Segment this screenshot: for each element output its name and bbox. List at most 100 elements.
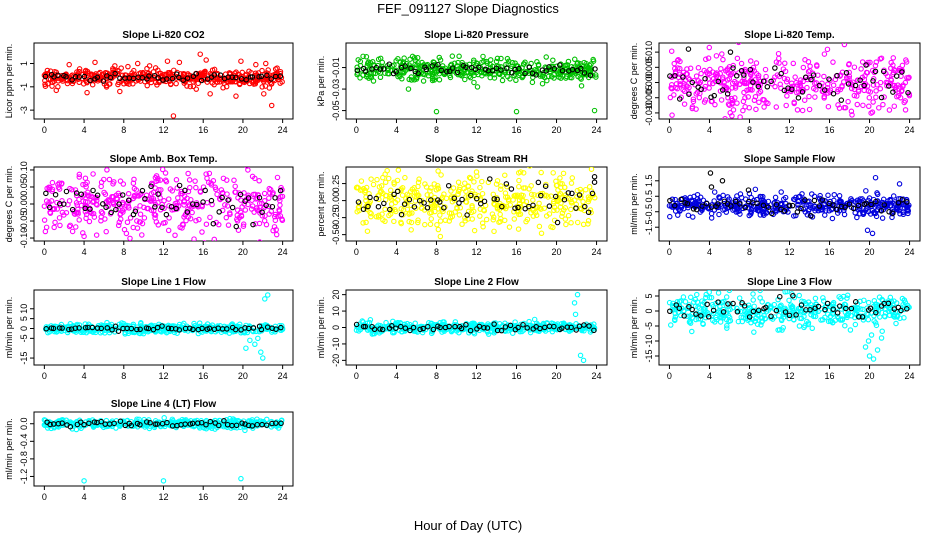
x-tick-label: 24	[905, 125, 915, 135]
data-point	[166, 215, 172, 221]
data-point	[148, 207, 155, 213]
x-tick-label: 8	[434, 371, 439, 381]
data-point	[76, 325, 82, 331]
data-point	[727, 49, 734, 55]
data-point	[509, 330, 516, 336]
data-point	[471, 227, 478, 234]
data-point	[750, 291, 756, 297]
data-point	[227, 79, 233, 85]
data-point	[417, 326, 423, 333]
data-point	[125, 197, 132, 203]
x-tick-label: 0	[354, 371, 359, 381]
data-point	[821, 73, 827, 80]
data-point	[397, 59, 404, 65]
data-point	[63, 73, 69, 80]
data-point	[261, 218, 268, 224]
data-point	[360, 206, 367, 212]
data-point	[839, 317, 846, 323]
data-point	[734, 73, 740, 79]
data-point	[481, 198, 488, 205]
data-point	[567, 196, 574, 203]
data-point	[750, 308, 757, 315]
data-points	[666, 170, 912, 237]
data-point	[873, 213, 880, 220]
data-point	[76, 322, 83, 328]
data-point	[273, 326, 279, 332]
data-point	[170, 420, 176, 426]
x-tick-label: 20	[865, 371, 875, 381]
data-point	[160, 220, 167, 226]
data-point	[441, 191, 447, 197]
data-point	[451, 195, 458, 201]
data-point	[781, 208, 788, 214]
data-point	[830, 202, 836, 208]
data-point	[887, 294, 894, 301]
data-point	[732, 196, 739, 203]
data-point	[387, 206, 393, 213]
data-point	[487, 57, 494, 63]
data-point	[762, 315, 769, 322]
data-point	[667, 308, 673, 315]
data-point	[250, 328, 256, 335]
data-point	[391, 218, 397, 225]
data-point	[49, 179, 56, 186]
data-point	[689, 306, 695, 313]
data-point	[124, 219, 131, 226]
data-point	[455, 191, 461, 198]
data-point	[99, 210, 106, 216]
data-point	[277, 73, 284, 79]
data-point	[256, 74, 262, 80]
data-point	[211, 72, 218, 78]
data-point	[272, 329, 278, 335]
data-point	[395, 167, 402, 173]
data-point	[206, 325, 213, 331]
data-point	[137, 326, 143, 333]
data-point	[888, 76, 894, 83]
data-point	[741, 303, 748, 309]
data-point	[713, 53, 720, 59]
data-point	[512, 205, 518, 211]
data-point	[487, 324, 493, 331]
data-point	[771, 301, 778, 308]
data-point	[243, 345, 249, 351]
data-point	[360, 220, 366, 226]
data-point	[734, 55, 741, 62]
data-point	[202, 187, 208, 194]
data-point	[802, 322, 808, 329]
data-point	[843, 70, 850, 76]
x-tick-label: 0	[667, 125, 672, 135]
data-point	[467, 325, 474, 332]
data-point	[550, 170, 556, 176]
data-point	[867, 211, 874, 217]
data-point	[362, 68, 369, 74]
data-point	[494, 55, 501, 62]
data-point	[94, 192, 101, 198]
data-point	[412, 61, 418, 68]
data-point	[266, 211, 272, 217]
data-point	[267, 79, 274, 86]
x-tick-label: 8	[121, 371, 126, 381]
data-point	[842, 322, 848, 329]
data-point	[144, 82, 150, 89]
y-tick-label: 0.00	[19, 195, 29, 213]
x-tick-label: 24	[278, 125, 288, 135]
data-point	[873, 88, 879, 94]
data-point	[50, 325, 57, 332]
data-point	[211, 81, 217, 88]
data-point	[777, 81, 783, 88]
data-point	[689, 328, 695, 335]
data-point	[503, 65, 510, 71]
y-tick-label: -0.4	[19, 434, 29, 450]
data-point	[830, 82, 837, 88]
data-point	[499, 203, 505, 210]
data-point	[844, 314, 850, 321]
y-tick-label: -3	[19, 106, 29, 114]
data-point	[393, 208, 399, 215]
data-point	[84, 89, 90, 96]
data-point	[115, 222, 122, 229]
data-point	[825, 311, 831, 317]
data-point	[413, 205, 419, 212]
y-tick-label: 0.0	[19, 417, 29, 430]
data-point	[496, 321, 503, 327]
data-point	[262, 296, 268, 302]
